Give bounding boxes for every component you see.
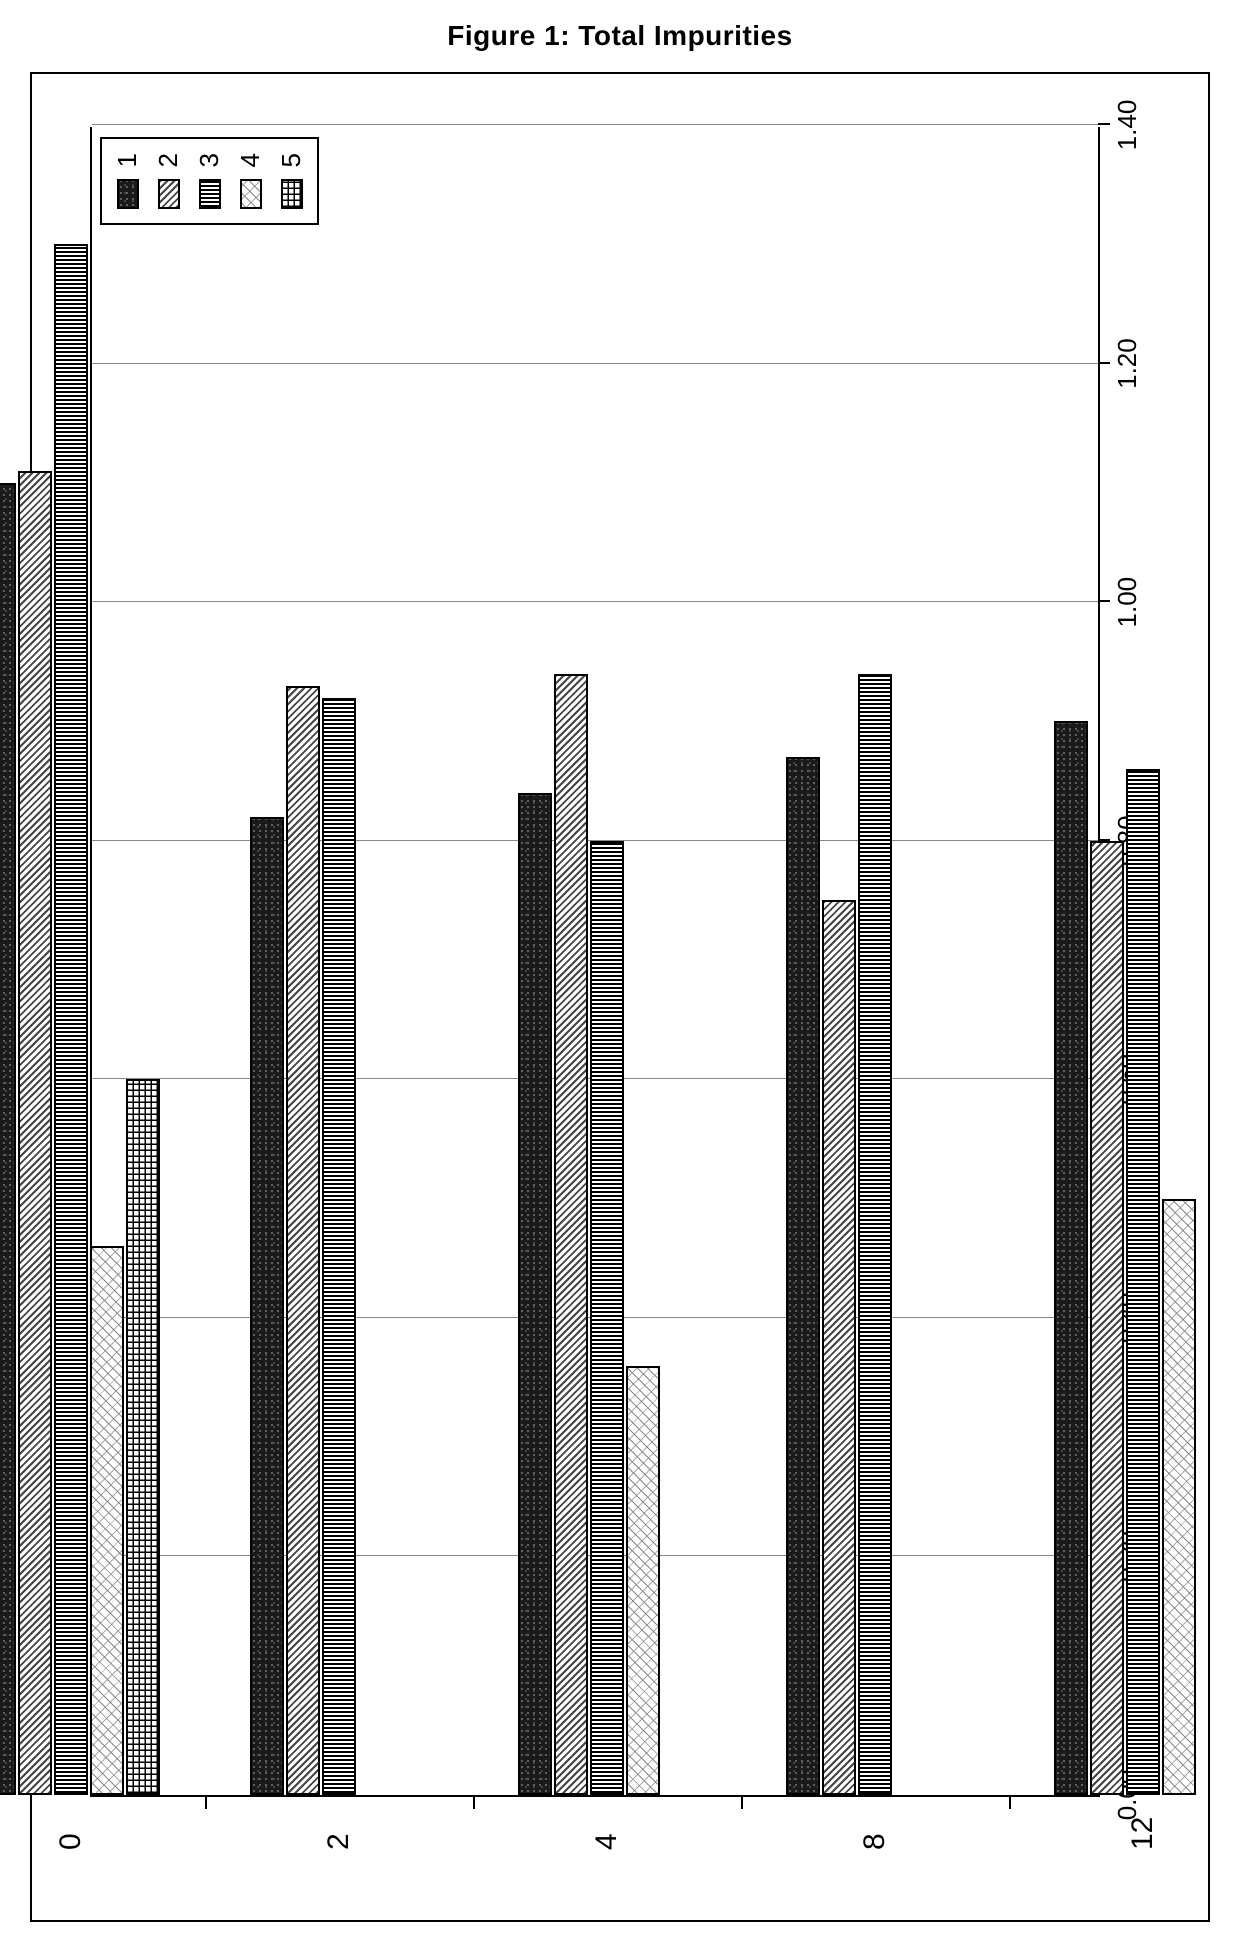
legend-swatch xyxy=(281,179,303,209)
legend-swatch xyxy=(158,179,180,209)
bar-series-5 xyxy=(126,1079,160,1795)
bar-series-4 xyxy=(90,1246,124,1795)
category-tick xyxy=(205,1795,207,1809)
category-label: 8 xyxy=(858,1833,892,1850)
legend-item-5: 5 xyxy=(276,153,307,209)
bar-series-2 xyxy=(554,674,588,1795)
legend-item-3: 3 xyxy=(194,153,225,209)
bar-series-1 xyxy=(786,757,820,1795)
category-tick xyxy=(1009,1795,1011,1809)
bar-series-1 xyxy=(1054,721,1088,1795)
legend: 12345 xyxy=(100,137,319,225)
category-label: 2 xyxy=(322,1833,356,1850)
bar-series-4 xyxy=(626,1366,660,1795)
legend-label: 5 xyxy=(276,153,307,167)
bar-series-3 xyxy=(858,674,892,1795)
gridline xyxy=(92,124,1098,125)
gridline xyxy=(92,363,1098,364)
plot-area: 0.000.200.400.600.801.001.201.40024812 xyxy=(90,127,1100,1797)
category-tick xyxy=(741,1795,743,1809)
bar-series-2 xyxy=(286,686,320,1795)
bar-series-3 xyxy=(54,244,88,1795)
bar-series-3 xyxy=(590,841,624,1795)
category-label: 12 xyxy=(1126,1817,1160,1850)
gridline xyxy=(92,601,1098,602)
bar-series-2 xyxy=(18,471,52,1795)
bar-series-3 xyxy=(1126,769,1160,1795)
bar-series-4 xyxy=(1162,1199,1196,1795)
bar-series-3 xyxy=(322,698,356,1795)
legend-label: 3 xyxy=(194,153,225,167)
value-tick-label: 1.00 xyxy=(1112,577,1143,628)
value-tick-label: 1.40 xyxy=(1112,100,1143,151)
bar-series-1 xyxy=(518,793,552,1795)
legend-label: 2 xyxy=(153,153,184,167)
chart-rotated-container: 0.000.200.400.600.801.001.201.40024812 1… xyxy=(70,107,1170,1887)
chart-frame: 0.000.200.400.600.801.001.201.40024812 1… xyxy=(30,72,1210,1922)
bar-series-2 xyxy=(1090,841,1124,1795)
legend-swatch xyxy=(117,179,139,209)
category-tick xyxy=(473,1795,475,1809)
legend-swatch xyxy=(199,179,221,209)
value-tick-label: 1.20 xyxy=(1112,338,1143,389)
legend-swatch xyxy=(240,179,262,209)
legend-item-1: 1 xyxy=(112,153,143,209)
value-tick xyxy=(1098,600,1110,602)
figure-title: Figure 1: Total Impurities xyxy=(30,20,1210,52)
legend-item-4: 4 xyxy=(235,153,266,209)
bar-series-1 xyxy=(250,817,284,1795)
category-label: 0 xyxy=(54,1833,88,1850)
category-label: 4 xyxy=(590,1833,624,1850)
value-tick xyxy=(1098,362,1110,364)
bar-series-1 xyxy=(0,483,16,1795)
value-tick xyxy=(1098,123,1110,125)
legend-item-2: 2 xyxy=(153,153,184,209)
legend-label: 4 xyxy=(235,153,266,167)
legend-label: 1 xyxy=(112,153,143,167)
bar-series-2 xyxy=(822,900,856,1795)
